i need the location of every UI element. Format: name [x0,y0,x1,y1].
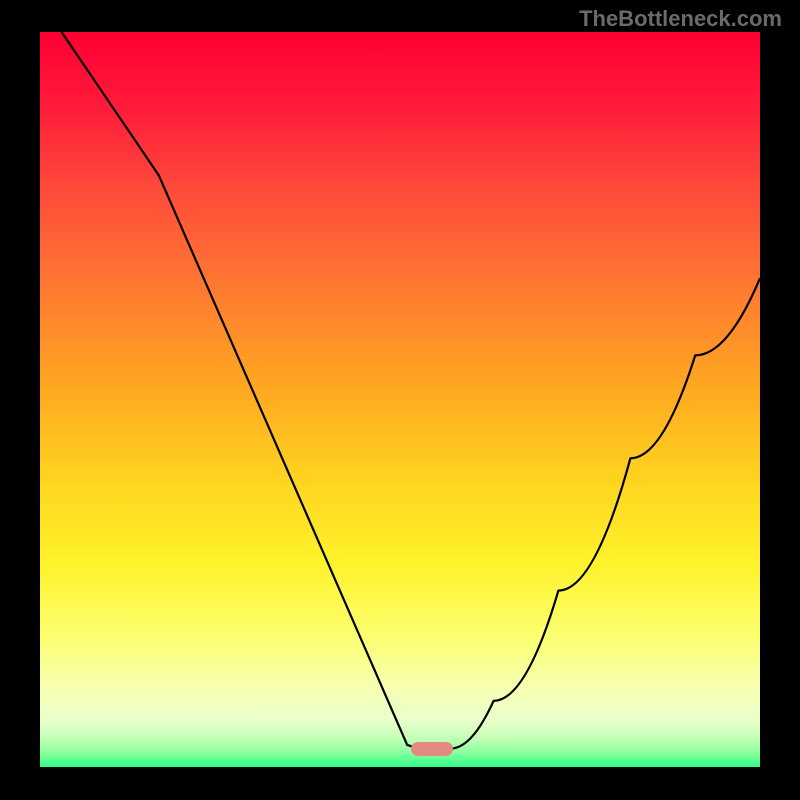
plot-area [40,32,760,767]
figure-container: TheBottleneck.com [0,0,800,800]
curve-line [40,32,760,767]
v-curve-path [62,32,760,751]
watermark-text: TheBottleneck.com [579,6,782,32]
minimum-marker [411,742,453,756]
